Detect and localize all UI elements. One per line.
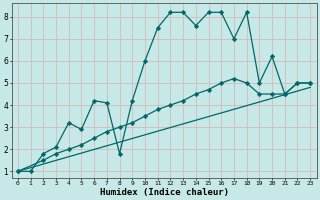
X-axis label: Humidex (Indice chaleur): Humidex (Indice chaleur)	[100, 188, 228, 197]
